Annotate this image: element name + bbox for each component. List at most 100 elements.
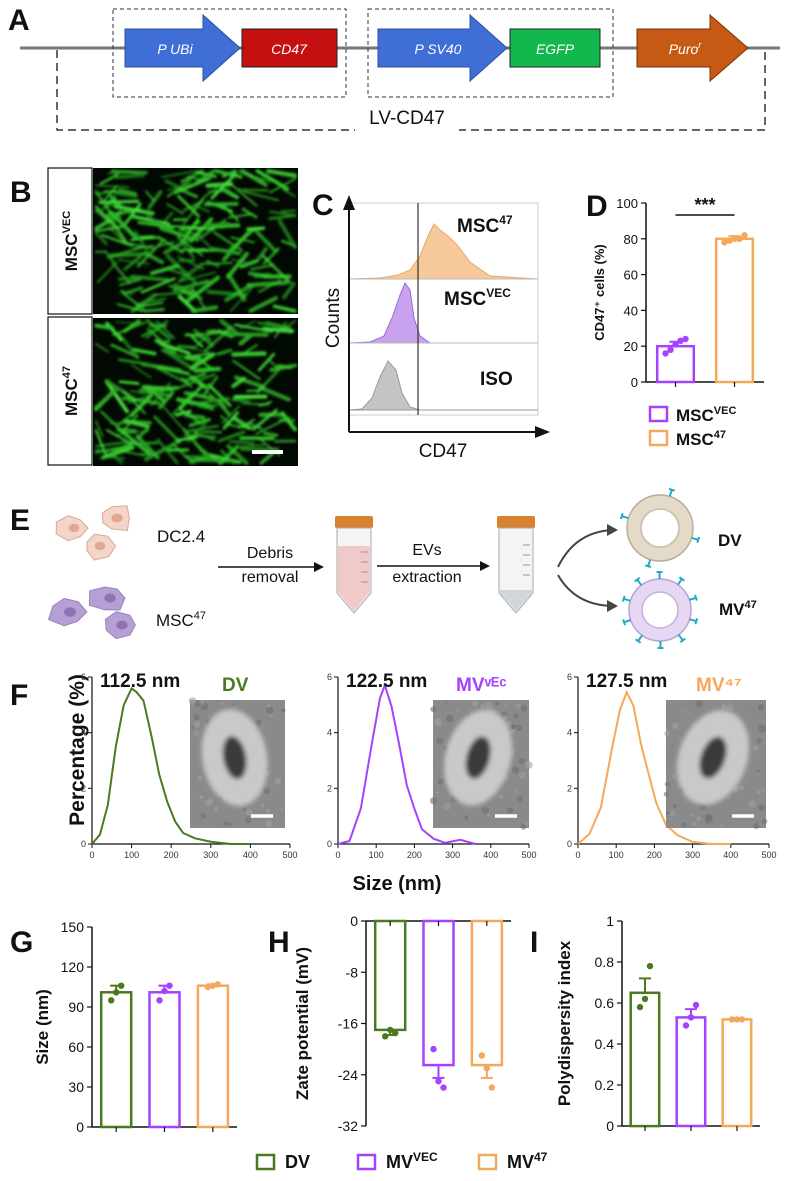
cassette-box-1	[112, 8, 347, 98]
cell-streak	[259, 451, 276, 465]
tem-grain	[671, 773, 676, 778]
y-tick-label: 1	[606, 913, 614, 929]
size-distribution-mvvec: 0 2 4 6 0 100 200 300 400 500 122.5 nm MVᵛᴱᶜ	[327, 671, 537, 860]
cell-streak	[140, 277, 176, 294]
cell-streak	[192, 169, 216, 186]
cell-streak	[147, 190, 163, 210]
cell-streak	[166, 203, 185, 215]
cell-streak	[124, 419, 150, 429]
y-tick-label: -8	[346, 964, 359, 980]
tem-grain	[464, 815, 469, 820]
tem-grain	[681, 710, 684, 714]
receptor-head	[622, 619, 626, 626]
legend-swatch-mv47	[477, 1153, 498, 1171]
cell-streak	[131, 214, 171, 227]
cell-streak	[180, 169, 204, 184]
cell-streak	[201, 375, 219, 398]
tem-grain	[756, 769, 760, 773]
tem-grain	[480, 704, 485, 708]
y-tick-label: 100	[616, 196, 638, 211]
cell-streak	[197, 444, 221, 464]
cell-streak	[117, 258, 150, 265]
tem-grain	[761, 789, 765, 792]
cell-streak	[201, 361, 215, 371]
cell-streak	[237, 188, 269, 192]
cell-streak	[116, 414, 132, 428]
cell-streak	[226, 272, 247, 302]
cell-streak	[177, 294, 197, 313]
cell-streak	[246, 226, 266, 231]
cell-streak	[108, 209, 138, 240]
data-point	[108, 997, 115, 1004]
cell-streak	[242, 343, 258, 355]
tem-grain	[518, 757, 525, 764]
cell-streak	[120, 430, 151, 455]
sample-title: MV⁴⁷	[696, 675, 742, 696]
data-point	[687, 1014, 695, 1021]
tem-grain	[445, 701, 448, 704]
size-distribution-dv: 0 2 4 6 0 100 200 300 400 500 112.5 nm DV	[81, 671, 298, 860]
bar	[655, 344, 696, 384]
bar	[721, 1018, 753, 1128]
bar-chart-h: 0 -8 -16 -24 -32 Zate potential (mV)	[293, 913, 511, 1134]
bar	[422, 919, 455, 1067]
cell-streak	[190, 336, 204, 348]
receptor-head	[694, 594, 698, 601]
tem-grain	[197, 775, 203, 781]
tem-image-mvvec	[430, 700, 533, 830]
vector-label-bg	[355, 102, 459, 132]
y-tick-label: 60	[624, 268, 638, 283]
cell-streak	[94, 209, 117, 230]
y-tick-label: 0.8	[595, 954, 615, 970]
cell-streak	[121, 396, 161, 405]
tem-grain	[664, 730, 671, 737]
tem-grain	[436, 737, 444, 745]
tem-grain	[262, 724, 266, 728]
tem-grain	[443, 802, 451, 810]
tem-grain	[456, 709, 459, 713]
cell-streak	[105, 379, 137, 402]
tem-grain	[515, 703, 521, 709]
data-point	[692, 1001, 700, 1009]
promoter-ubi-arrow	[124, 13, 241, 83]
data-point	[646, 962, 654, 970]
cell-streak	[176, 344, 196, 350]
data-point	[161, 987, 168, 995]
tem-grain	[471, 700, 479, 707]
bar	[629, 991, 661, 1128]
receptor-stem	[668, 489, 673, 497]
cell-streak	[94, 429, 108, 458]
tem-grain	[280, 808, 284, 812]
cell-streak	[174, 409, 192, 417]
cell-streak	[281, 188, 296, 198]
cell-streak	[216, 348, 233, 356]
bar	[373, 919, 407, 1032]
f-ylabel: Percentage (%)	[66, 674, 89, 826]
cell-streak	[176, 235, 204, 257]
cell-streak	[131, 364, 152, 379]
cell-streak	[162, 348, 191, 368]
tem-grain	[671, 745, 674, 749]
legend-swatch-mvvec	[356, 1153, 377, 1171]
cell-streak	[163, 238, 190, 255]
tem-grain	[669, 818, 672, 821]
b-label-box-bottom	[47, 316, 93, 466]
flow-histogram: Counts CD47 MSC47 MSCVEC ISO	[323, 195, 550, 462]
cell-streak	[203, 201, 239, 207]
data-point	[682, 335, 689, 343]
vesicle-dv	[619, 487, 701, 569]
receptor-stem	[647, 559, 652, 567]
cell-streak	[154, 338, 177, 354]
cell-streak	[136, 238, 166, 268]
tem-grain	[739, 785, 745, 791]
tem-grain	[245, 809, 253, 816]
cell-streak	[117, 276, 143, 282]
data-point	[166, 982, 173, 989]
cell-streak	[180, 376, 193, 388]
tem-grain	[669, 810, 676, 817]
tem-grain	[726, 703, 734, 712]
peak-size-label: 122.5 nm	[346, 671, 427, 692]
cell-streak	[111, 453, 124, 465]
cell-streak	[95, 184, 130, 189]
cell-streak	[231, 376, 246, 389]
